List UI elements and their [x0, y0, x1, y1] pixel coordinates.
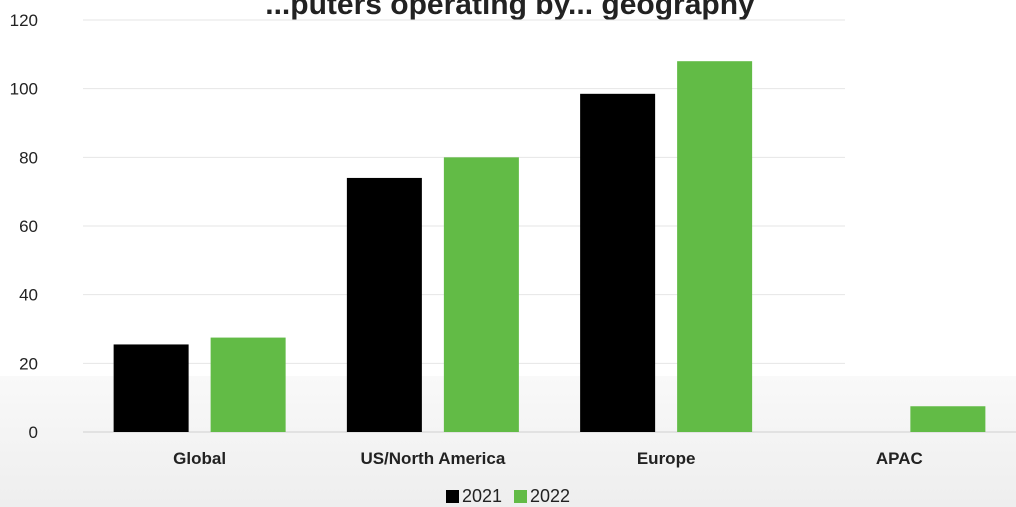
- legend-item-2021: 2021: [445, 485, 502, 507]
- y-tick-label: 120: [10, 11, 38, 30]
- x-tick-label: Global: [173, 449, 226, 468]
- legend-swatch-2022: [514, 489, 527, 503]
- y-tick-label: 60: [19, 217, 38, 236]
- bar-2021-global: [113, 344, 189, 432]
- y-tick-label: 100: [10, 80, 38, 99]
- legend-swatch-2021: [445, 489, 459, 503]
- bar-2022-apac: [910, 406, 986, 432]
- bar-2021-us-north-america: [346, 177, 422, 432]
- legend-label-2022: 2022: [530, 485, 571, 506]
- legend-item-2022: 2022: [514, 486, 570, 507]
- bar-2022-us-north-america: [443, 157, 519, 433]
- bar-2022-global: [210, 337, 286, 432]
- x-tick-label: US/North America: [360, 449, 505, 468]
- chart-title: ...puters operating by... geography: [265, 0, 755, 21]
- y-tick-label: 0: [29, 423, 38, 442]
- y-tick-label: 80: [19, 148, 38, 167]
- x-tick-label: APAC: [876, 449, 923, 468]
- y-tick-label: 40: [19, 286, 38, 305]
- bar-2021-europe: [580, 93, 656, 433]
- y-tick-label: 20: [19, 354, 38, 373]
- x-tick-label: Europe: [637, 449, 696, 468]
- legend: 2021 2022: [0, 486, 1016, 506]
- bar-2022-europe: [677, 61, 753, 432]
- legend-label-2021: 2021: [461, 485, 502, 506]
